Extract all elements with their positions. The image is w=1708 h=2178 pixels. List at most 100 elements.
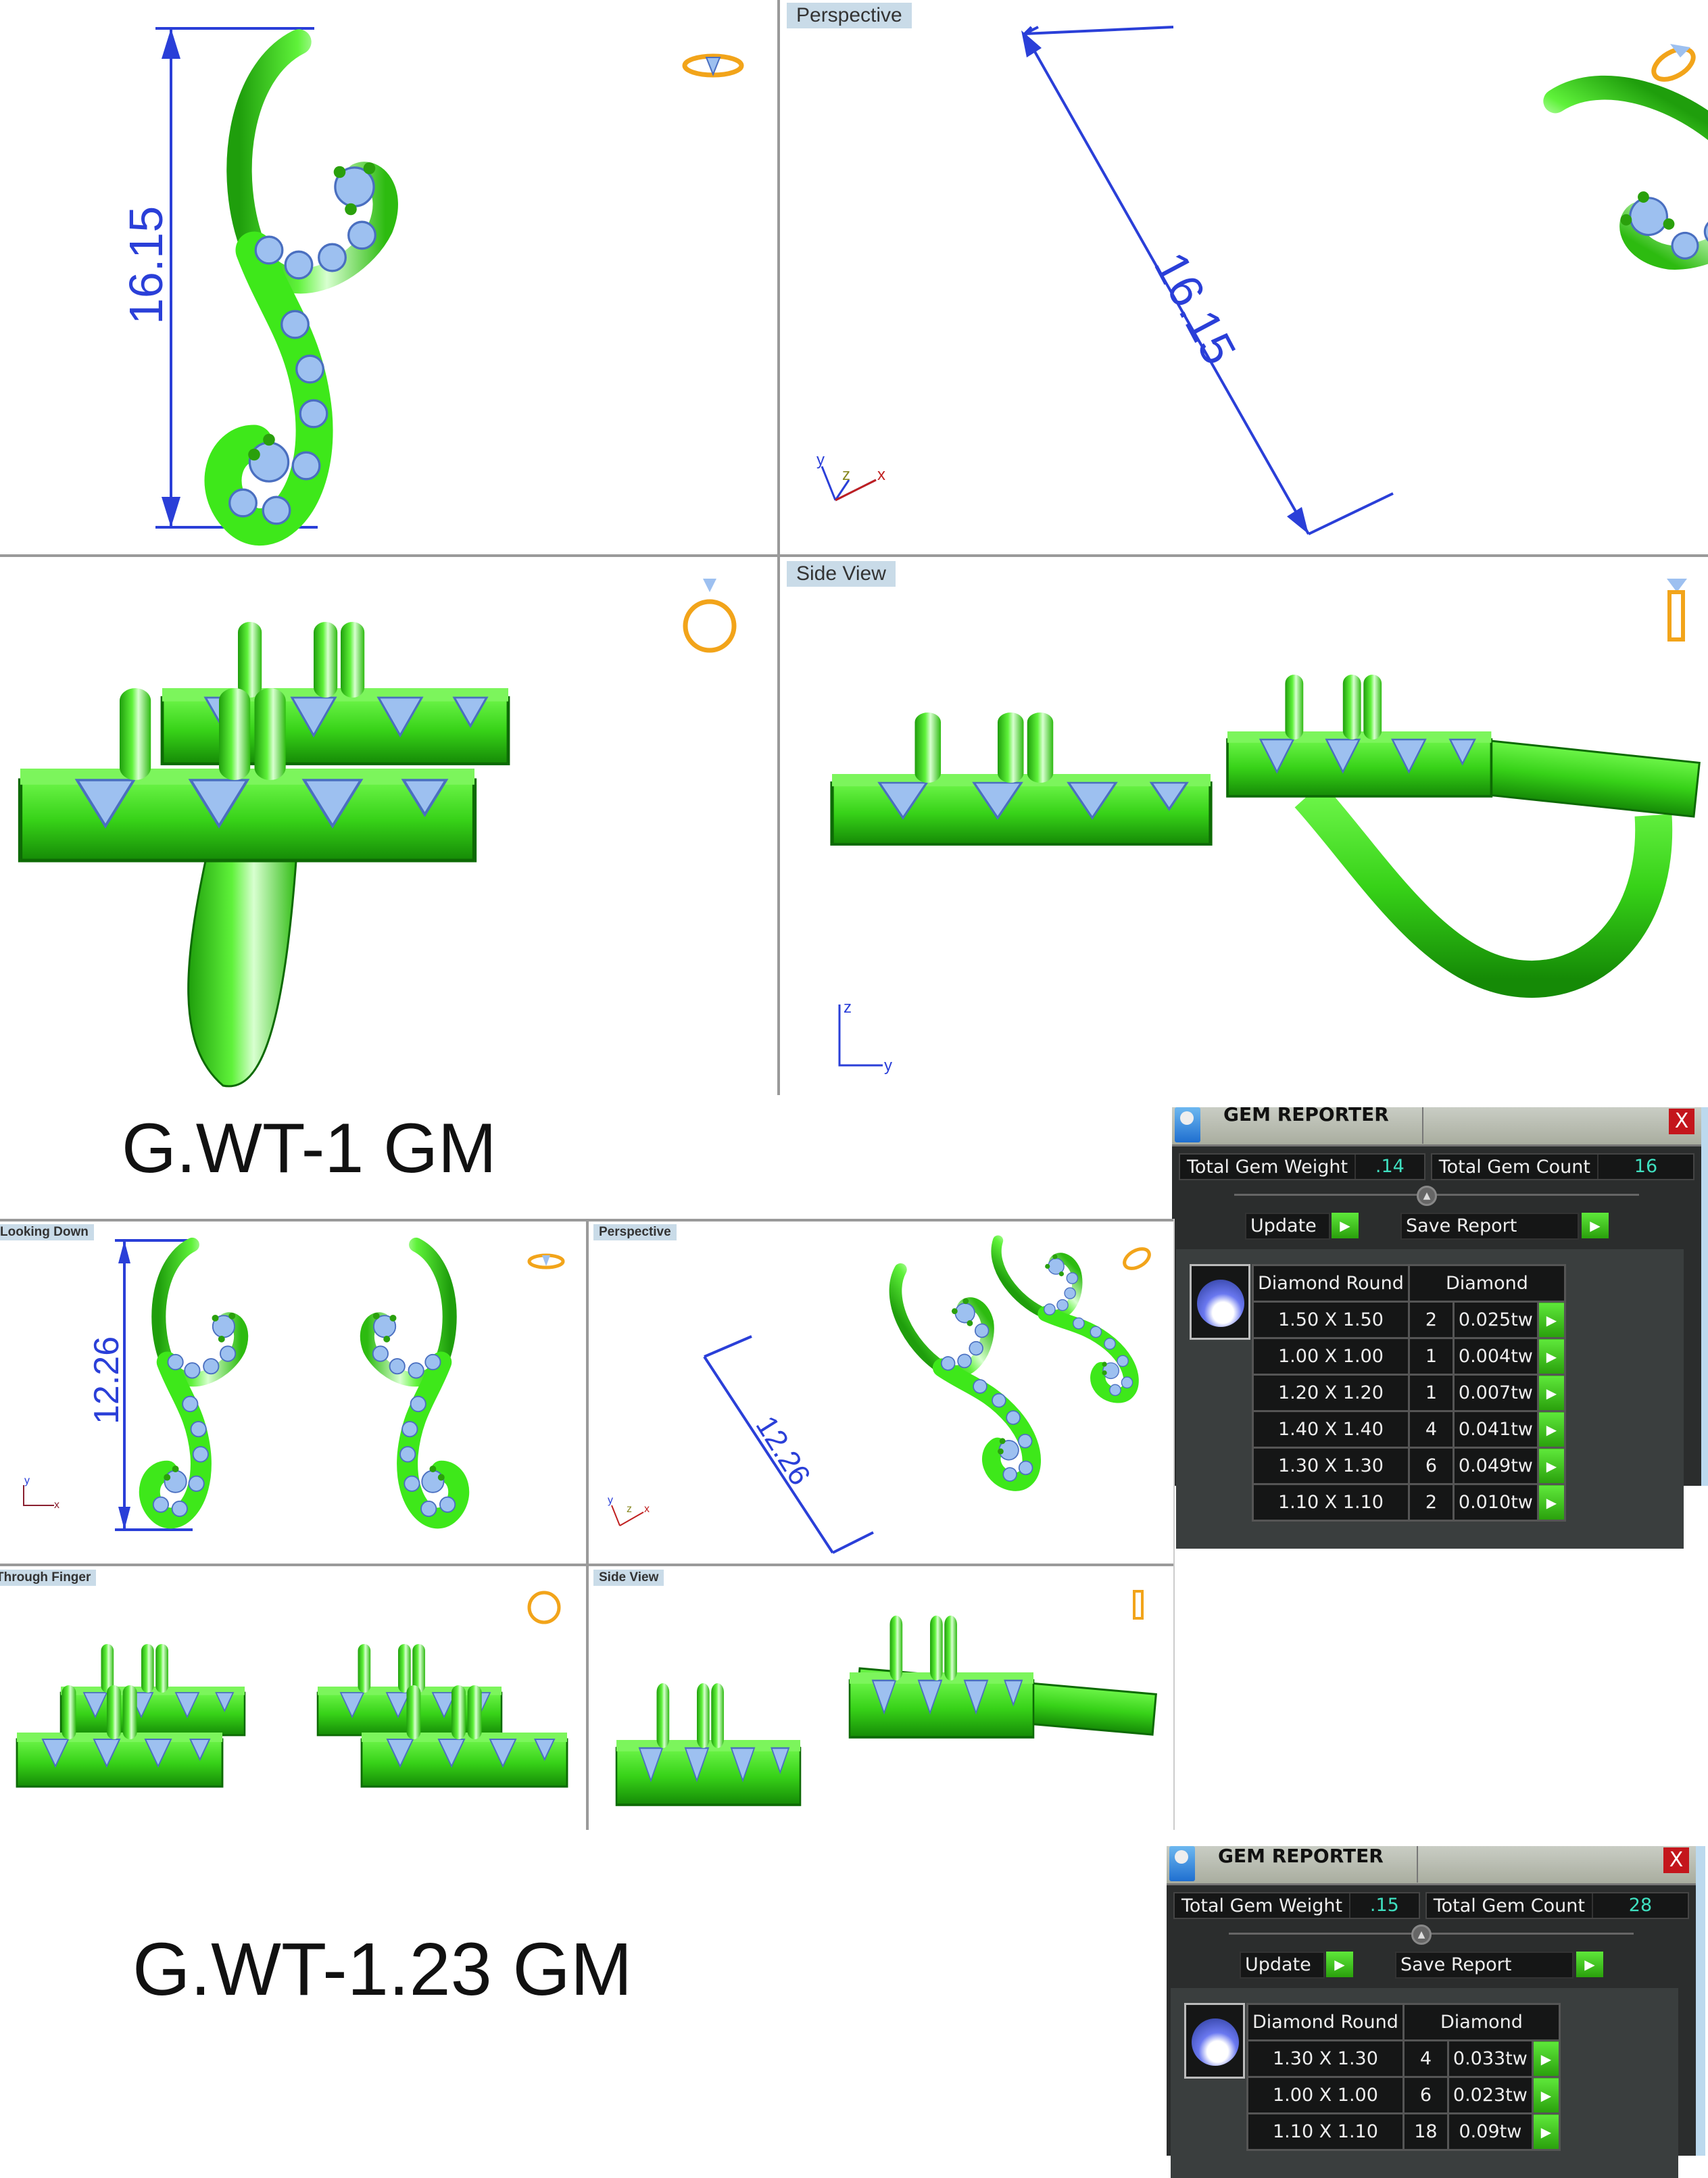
axis-y-label: y bbox=[608, 1495, 613, 1506]
diamond-gem-icon bbox=[1190, 1264, 1250, 1340]
update-arrow-icon[interactable]: ▶ bbox=[1332, 1213, 1359, 1238]
viewport-label: Through Finger bbox=[0, 1570, 97, 1586]
close-button[interactable]: X bbox=[1663, 1847, 1689, 1873]
gem-weight: 0.007tw bbox=[1452, 1374, 1539, 1412]
gem-row: 1.10 X 1.10 2 0.010tw ▶ bbox=[1252, 1483, 1566, 1522]
row-select-arrow-icon[interactable]: ▶ bbox=[1536, 1337, 1566, 1376]
top-view-model: 16.15 bbox=[120, 0, 744, 554]
save-report-arrow-icon[interactable]: ▶ bbox=[1582, 1213, 1609, 1238]
gem-weight: 0.033tw bbox=[1446, 2039, 1534, 2078]
axis-indicator: zy bbox=[838, 998, 892, 1075]
axis-indicator: yz x bbox=[608, 1495, 650, 1526]
gem-count: 6 bbox=[1407, 1447, 1455, 1485]
row-select-arrow-icon[interactable]: ▶ bbox=[1536, 1410, 1566, 1449]
viewport-side-2[interactable]: Side View bbox=[589, 1567, 1173, 1830]
ring-perspective-icon bbox=[1651, 44, 1696, 82]
row-select-arrow-icon[interactable]: ▶ bbox=[1536, 1483, 1566, 1522]
column-header-shape: Diamond Round bbox=[1252, 1264, 1410, 1303]
gem-row: 1.50 X 1.50 2 0.025tw ▶ bbox=[1252, 1301, 1566, 1339]
update-button[interactable]: Update bbox=[1240, 1952, 1325, 1979]
row-select-arrow-icon[interactable]: ▶ bbox=[1531, 2039, 1561, 2078]
viewport-bottom-left-1[interactable] bbox=[0, 558, 777, 1095]
total-count-value: 16 bbox=[1634, 1156, 1658, 1177]
dimension-label: 16.15 bbox=[120, 206, 172, 324]
axis-z-label: z bbox=[842, 466, 850, 484]
close-button[interactable]: X bbox=[1669, 1109, 1694, 1134]
row-select-arrow-icon[interactable]: ▶ bbox=[1536, 1301, 1566, 1339]
row-select-arrow-icon[interactable]: ▶ bbox=[1531, 2112, 1561, 2151]
collapse-toggle[interactable]: ▲ bbox=[1411, 1925, 1432, 1945]
gem-count: 18 bbox=[1402, 2112, 1449, 2151]
gem-weight: 0.09tw bbox=[1446, 2112, 1534, 2151]
gem-size: 1.40 X 1.40 bbox=[1252, 1410, 1410, 1449]
axis-y-label: y bbox=[884, 1057, 892, 1075]
gem-size: 1.00 X 1.00 bbox=[1252, 1337, 1410, 1376]
viewport-top-left-1[interactable]: 16.15 bbox=[0, 0, 777, 554]
ring-view-icon bbox=[527, 1253, 565, 1269]
gem-reporter-logo-icon bbox=[1169, 1846, 1195, 1881]
gem-size: 1.30 X 1.30 bbox=[1246, 2039, 1405, 2078]
gem-reporter-titlebar[interactable]: GEM REPORTER X bbox=[1167, 1845, 1696, 1885]
gem-count: 1 bbox=[1407, 1337, 1455, 1376]
gem-row: 1.20 X 1.20 1 0.007tw ▶ bbox=[1252, 1374, 1566, 1412]
axis-z-label: z bbox=[844, 998, 852, 1017]
save-report-button[interactable]: Save Report bbox=[1395, 1952, 1573, 1979]
axis-x-label: x bbox=[644, 1503, 650, 1515]
ring-front-icon bbox=[527, 1591, 561, 1624]
total-count-value: 28 bbox=[1628, 1895, 1653, 1916]
update-arrow-icon[interactable]: ▶ bbox=[1326, 1952, 1353, 1977]
gem-size: 1.10 X 1.10 bbox=[1246, 2112, 1405, 2151]
gem-count: 4 bbox=[1407, 1410, 1455, 1449]
axis-x-label: x bbox=[54, 1499, 59, 1511]
ring-side-icon bbox=[1133, 1590, 1144, 1620]
total-count-label: Total Gem Count bbox=[1427, 1893, 1593, 1918]
column-header-material: Diamond bbox=[1407, 1264, 1566, 1303]
row-select-arrow-icon[interactable]: ▶ bbox=[1536, 1374, 1566, 1412]
ring-view-icon bbox=[682, 53, 744, 78]
axis-indicator: yx bbox=[23, 1475, 59, 1511]
gem-size: 1.20 X 1.20 bbox=[1252, 1374, 1410, 1412]
ring-front-icon bbox=[683, 579, 737, 653]
axis-indicator: yz x bbox=[816, 451, 885, 502]
gem-count: 4 bbox=[1402, 2039, 1449, 2078]
row-select-arrow-icon[interactable]: ▶ bbox=[1536, 1447, 1566, 1485]
save-report-button[interactable]: Save Report bbox=[1400, 1213, 1579, 1240]
update-button[interactable]: Update bbox=[1245, 1213, 1330, 1240]
ring-perspective-icon bbox=[1123, 1247, 1151, 1270]
gem-row: 1.40 X 1.40 4 0.041tw ▶ bbox=[1252, 1410, 1566, 1449]
total-weight-value: .14 bbox=[1375, 1156, 1405, 1177]
gem-table: Diamond Round Diamond 1.30 X 1.30 4 0.033tw… bbox=[1246, 2003, 1561, 2151]
gem-count: 1 bbox=[1407, 1374, 1455, 1412]
collapse-toggle[interactable]: ▲ bbox=[1417, 1186, 1437, 1206]
viewport-label: Perspective bbox=[593, 1224, 677, 1240]
viewport-label: Side View bbox=[787, 561, 896, 587]
gem-size: 1.10 X 1.10 bbox=[1252, 1483, 1410, 1522]
gem-reporter-titlebar[interactable]: GEM REPORTER X bbox=[1172, 1103, 1701, 1146]
gem-reporter-title: GEM REPORTER bbox=[1223, 1103, 1389, 1126]
top-view-model: 12.26 yx bbox=[23, 1221, 565, 1531]
viewport-through-finger-2[interactable]: Through Finger bbox=[0, 1567, 586, 1830]
gem-row: 1.00 X 1.00 1 0.004tw ▶ bbox=[1252, 1337, 1566, 1376]
row-select-arrow-icon[interactable]: ▶ bbox=[1531, 2076, 1561, 2114]
gem-row: 1.30 X 1.30 4 0.033tw ▶ bbox=[1246, 2039, 1561, 2078]
gem-reporter-logo-icon bbox=[1175, 1107, 1200, 1142]
column-header-shape: Diamond Round bbox=[1246, 2003, 1405, 2041]
gem-weight: 0.010tw bbox=[1452, 1483, 1539, 1522]
ring-side-icon bbox=[1667, 579, 1687, 642]
viewport-label: Looking Down bbox=[0, 1224, 94, 1240]
save-report-arrow-icon[interactable]: ▶ bbox=[1576, 1952, 1603, 1977]
side-view-model: zy bbox=[781, 579, 1701, 1075]
gem-weight: 0.041tw bbox=[1452, 1410, 1539, 1449]
gem-row: 1.30 X 1.30 6 0.049tw ▶ bbox=[1252, 1447, 1566, 1485]
side-view-model bbox=[615, 1590, 1157, 1806]
dimension-label: 12.26 bbox=[750, 1410, 817, 1491]
gem-count: 6 bbox=[1402, 2076, 1449, 2114]
gem-size: 1.50 X 1.50 bbox=[1252, 1301, 1410, 1339]
gem-reporter-title: GEM REPORTER bbox=[1218, 1845, 1384, 1867]
gem-weight: 0.004tw bbox=[1452, 1337, 1539, 1376]
gross-weight-label-1: G.WT-1 GM bbox=[122, 1109, 497, 1188]
